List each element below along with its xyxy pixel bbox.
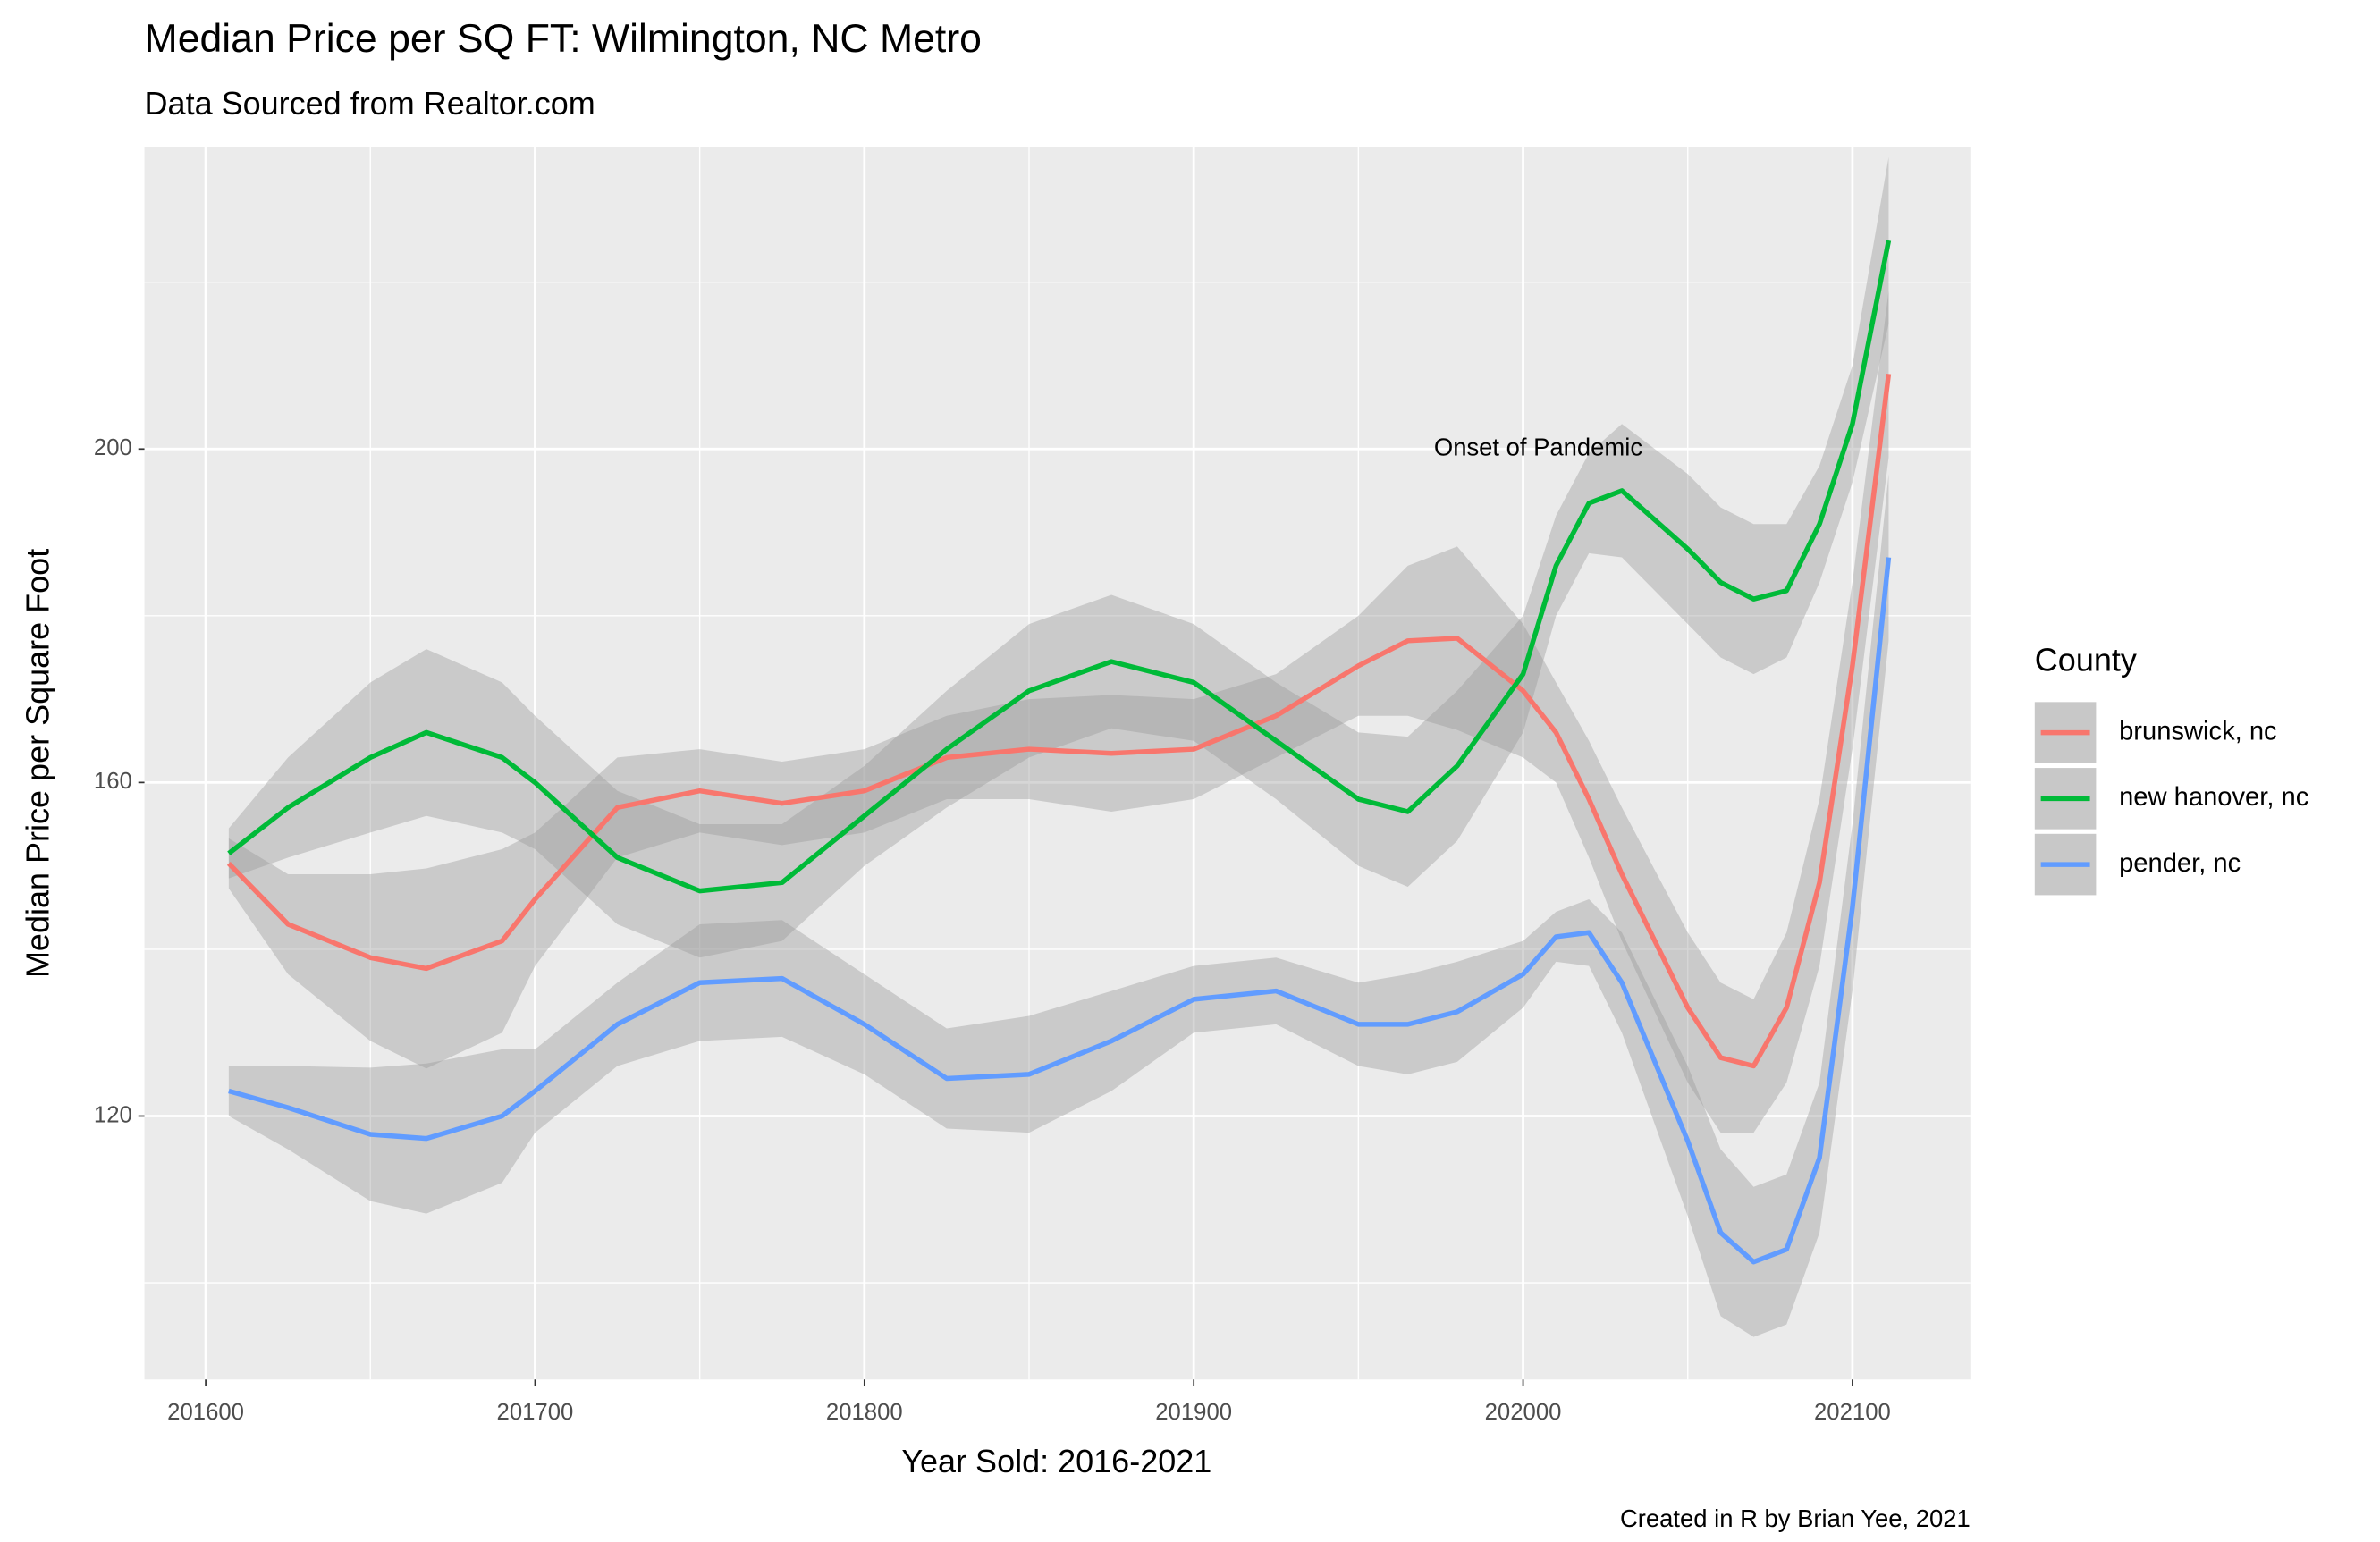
x-tick-label: 201600 (167, 1400, 244, 1425)
caption: Created in R by Brian Yee, 2021 (1620, 1504, 1971, 1532)
legend-label: new hanover, nc (2119, 783, 2308, 812)
chart-title: Median Price per SQ FT: Wilmington, NC M… (145, 17, 982, 61)
x-tick-label: 202100 (1814, 1400, 1891, 1425)
legend-label: pender, nc (2119, 849, 2241, 878)
annotation: Onset of Pandemic (1434, 434, 1642, 461)
x-tick-label: 201900 (1155, 1400, 1232, 1425)
plot-panel (144, 147, 1971, 1380)
y-tick-label: 200 (94, 435, 132, 460)
confidence-ribbon (228, 474, 1889, 1337)
y-tick-label: 160 (94, 769, 132, 794)
y-tick-label: 120 (94, 1102, 132, 1127)
x-tick-label: 202000 (1485, 1400, 1562, 1425)
x-tick-label: 201800 (826, 1400, 903, 1425)
legend-title: County (2035, 641, 2137, 678)
x-axis-label: Year Sold: 2016-2021 (901, 1443, 1211, 1479)
x-tick-label: 201700 (497, 1400, 574, 1425)
legend-label: brunswick, nc (2119, 717, 2277, 746)
y-axis-label: Median Price per Square Foot (19, 549, 55, 978)
series-line (226, 373, 1892, 1069)
confidence-ribbon (228, 291, 1889, 1133)
chart-subtitle: Data Sourced from Realtor.com (145, 85, 595, 122)
series-line (227, 240, 1892, 894)
series-line (228, 557, 1892, 1265)
confidence-ribbon (228, 156, 1889, 958)
